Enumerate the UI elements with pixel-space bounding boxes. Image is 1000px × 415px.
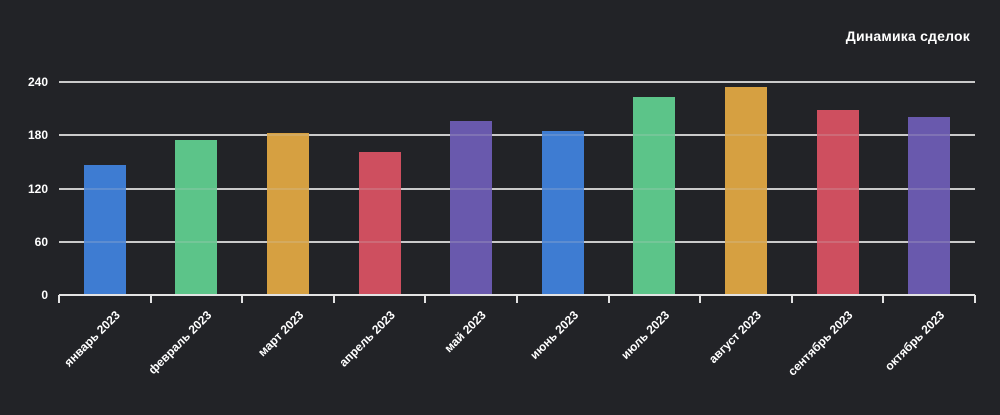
- x-axis-tick-mark: [882, 295, 885, 303]
- gridline-overlay-240: [59, 81, 975, 83]
- y-axis-tick-label: 0: [41, 288, 48, 302]
- gridline-overlay-60: [59, 240, 975, 243]
- bar-август-2023[interactable]: [725, 87, 767, 295]
- x-axis-tick-mark: [974, 295, 976, 303]
- x-axis-label-anchor: октябрь 2023: [777, 306, 947, 373]
- x-axis-tick-mark: [58, 295, 60, 303]
- bar-октябрь-2023[interactable]: [908, 116, 951, 295]
- y-axis-tick-label: 180: [27, 128, 48, 143]
- bar-май-2023[interactable]: [450, 121, 493, 295]
- bar-июнь-2023[interactable]: [541, 130, 584, 295]
- x-axis-tick-mark: [332, 295, 335, 303]
- bar-февраль-2023[interactable]: [175, 139, 218, 295]
- bar-июль-2023[interactable]: [633, 97, 676, 295]
- bar-январь-2023[interactable]: [83, 165, 126, 295]
- gridline-overlay-180: [59, 134, 975, 137]
- y-axis-tick-label: 240: [27, 75, 48, 89]
- x-axis-tick-mark: [516, 295, 518, 303]
- y-axis-tick-label: 60: [34, 234, 48, 249]
- bar-апрель-2023[interactable]: [358, 152, 401, 295]
- gridline-overlay-120: [59, 187, 975, 190]
- gridline-240: [59, 81, 975, 83]
- bar-сентябрь-2023[interactable]: [816, 109, 859, 295]
- x-axis-tick-mark: [790, 295, 793, 303]
- x-axis-tick-mark: [424, 295, 427, 303]
- x-axis-tick-label: октябрь 2023: [881, 308, 948, 374]
- x-axis-tick-mark: [699, 295, 702, 303]
- gridline-120: [59, 187, 975, 190]
- gridline-180: [59, 134, 975, 137]
- x-axis-tick-mark: [149, 295, 152, 303]
- x-axis-tick-mark: [607, 295, 610, 303]
- y-axis-tick-label: 120: [27, 181, 48, 196]
- bar-март-2023[interactable]: [267, 133, 309, 295]
- x-axis-tick-mark: [241, 295, 244, 303]
- gridline-60: [59, 240, 975, 243]
- chart-title: Динамика сделок: [845, 28, 970, 44]
